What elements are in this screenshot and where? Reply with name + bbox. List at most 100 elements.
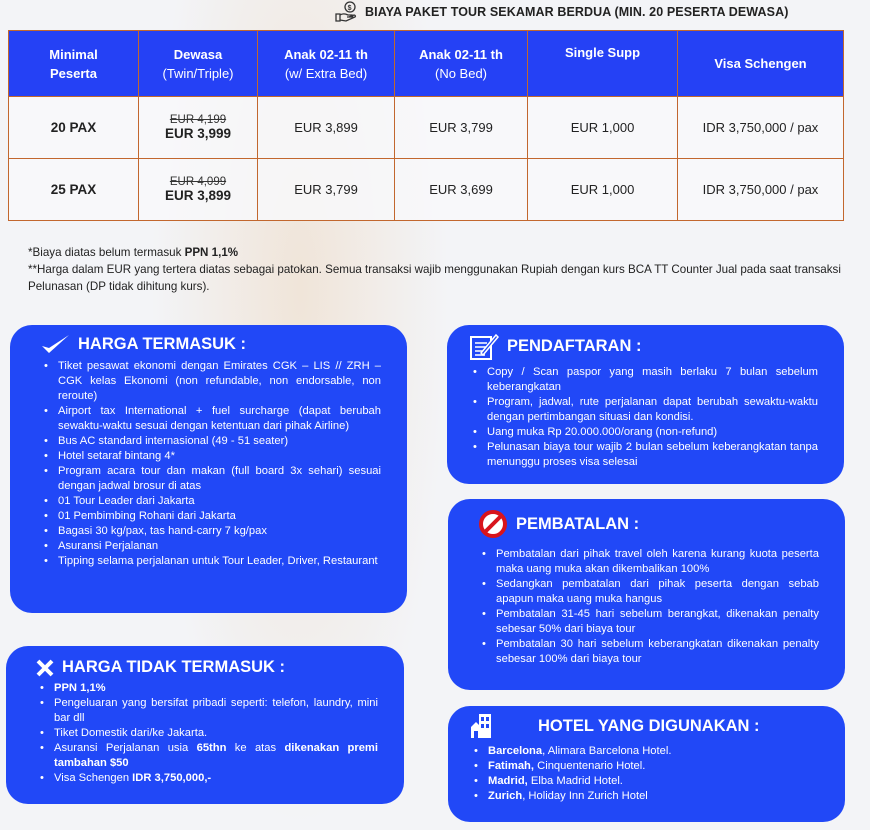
header-minimal-peserta: Minimal Peserta [8,30,139,97]
note-currency: **Harga dalam EUR yang tertera diatas se… [28,263,841,293]
cell-single: EUR 1,000 [527,96,678,159]
list-item: Asuransi Perjalanan usia 65thn ke atas d… [36,741,378,771]
hotel-list: Barcelona, Alimara Barcelona Hotel.Fatim… [470,744,819,804]
list-item-text: , Holiday Inn Zurich Hotel [522,790,648,802]
header-dewasa: Dewasa (Twin/Triple) [138,30,258,97]
list-item: Zurich, Holiday Inn Zurich Hotel [470,789,819,804]
list-item: Fatimah, Cinquentenario Hotel. [470,759,819,774]
list-item: Tipping selama perjalanan untuk Tour Lea… [40,554,381,569]
table-row: 25 PAX EUR 4,099 EUR 3,899 EUR 3,799 EUR … [8,158,844,221]
list-item-text: PPN 1,1% [54,682,106,694]
list-item-text: Pembatalan dari pihak travel oleh karena… [496,548,819,575]
list-item-text: 65thn [196,742,227,754]
list-item: Madrid, Elba Madrid Hotel. [470,774,819,789]
cell-dewasa: EUR 4,099 EUR 3,899 [138,158,258,221]
tidak-termasuk-list: PPN 1,1% Pengeluaran yang bersifat pribad… [36,681,378,786]
price-table: Minimal Peserta Dewasa (Twin/Triple) Anak … [8,30,844,221]
list-item-text: Bagasi 30 kg/pax, tas hand-carry 7 kg/pa… [58,525,267,537]
price-table-header: Minimal Peserta Dewasa (Twin/Triple) Anak … [8,30,844,97]
list-item-text: Sedangkan pembatalan dari pihak peserta … [496,578,819,605]
list-item: Program acara tour dan makan (full board… [40,464,381,494]
section-title: HARGA TIDAK TERMASUK : [62,658,286,676]
harga-termasuk-box: HARGA TERMASUK : Tiket pesawat ekonomi d… [10,325,407,613]
list-item-text: Pelunasan biaya tour wajib 2 bulan sebel… [487,441,818,468]
price-notes: *Biaya diatas belum termasuk PPN 1,1% **… [28,244,868,295]
checkmark-icon [40,333,70,355]
cell-visa: IDR 3,750,000 / pax [677,158,844,221]
hotel-box: HOTEL YANG DIGUNAKAN : Barcelona, Alimar… [448,706,845,822]
list-item-text: Pengeluaran yang bersifat pribadi sepert… [54,697,378,724]
list-item: Bus AC standard internasional (49 - 51 s… [40,434,381,449]
price-title-text: BIAYA PAKET TOUR SEKAMAR BERDUA (MIN. 20… [365,5,789,19]
hand-money-icon: $ [335,1,359,23]
list-item-text: IDR 3,750,000,- [132,772,212,784]
list-item: Airport tax International + fuel surchar… [40,404,381,434]
list-item-text: Program acara tour dan makan (full board… [58,465,381,492]
cell-anak-nobed: EUR 3,799 [394,96,528,159]
header-anak-no-bed: Anak 02-11 th (No Bed) [394,30,528,97]
list-item: Bagasi 30 kg/pax, tas hand-carry 7 kg/pa… [40,524,381,539]
list-item-text: Zurich [488,790,523,802]
note-ppn: *Biaya diatas belum termasuk PPN 1,1% [28,246,239,259]
form-edit-icon [469,331,499,361]
list-item: Pembatalan dari pihak travel oleh karena… [478,547,819,577]
header-visa-schengen: Visa Schengen [677,30,844,97]
harga-tidak-termasuk-box: HARGA TIDAK TERMASUK : PPN 1,1% Pengeluar… [6,646,404,804]
list-item: Pelunasan biaya tour wajib 2 bulan sebel… [469,440,818,470]
list-item-text: 01 Pembimbing Rohani dari Jakarta [58,510,236,522]
list-item-text: Asuransi Perjalanan [58,540,159,552]
pendaftaran-list: Copy / Scan paspor yang masih berlaku 7 … [469,365,818,470]
pembatalan-list: Pembatalan dari pihak travel oleh karena… [478,547,819,667]
list-item-text: , Alimara Barcelona Hotel. [542,745,672,757]
list-item: Asuransi Perjalanan [40,539,381,554]
list-item: Program, jadwal, rute perjalanan dapat b… [469,395,818,425]
list-item-text: dikenakan premi tambahan $50 [54,742,378,769]
section-title: PENDAFTARAN : [507,336,642,355]
pembatalan-box: PEMBATALAN : Pembatalan dari pihak trave… [448,499,845,690]
list-item-text: Hotel setaraf bintang 4* [58,450,175,462]
list-item-text: Program, jadwal, rute perjalanan dapat b… [487,396,818,423]
list-item-text: Barcelona [488,745,543,757]
list-item-text: Tiket pesawat ekonomi dengan Emirates CG… [58,360,381,402]
list-item-text: Airport tax International + fuel surchar… [58,405,381,432]
list-item: Tiket Domestik dari/ke Jakarta. [36,726,378,741]
list-item: Pembatalan 30 hari sebelum keberangkatan… [478,637,819,667]
section-title: HARGA TERMASUK : [78,334,247,353]
table-row: 20 PAX EUR 4,199 EUR 3,999 EUR 3,899 EUR … [8,96,844,159]
list-item: Barcelona, Alimara Barcelona Hotel. [470,744,819,759]
list-item-text: Elba Madrid Hotel. [527,775,623,787]
list-item: Sedangkan pembatalan dari pihak peserta … [478,577,819,607]
list-item-text: Madrid, [488,775,528,787]
list-item-text: Asuransi Perjalanan usia [54,742,197,754]
list-item: 01 Pembimbing Rohani dari Jakarta [40,509,381,524]
price-title: $ BIAYA PAKET TOUR SEKAMAR BERDUA (MIN. … [335,1,789,23]
list-item-text: Uang muka Rp 20.000.000/orang (non-refun… [487,426,718,438]
list-item-text: Pembatalan 31-45 hari sebelum berangkat,… [496,608,819,635]
section-title: HOTEL YANG DIGUNAKAN : [538,716,760,735]
x-mark-icon [36,659,54,677]
list-item: Visa Schengen IDR 3,750,000,- [36,771,378,786]
cell-anak-bed: EUR 3,799 [257,158,395,221]
building-icon [470,712,492,740]
cell-dewasa: EUR 4,199 EUR 3,999 [138,96,258,159]
list-item-text: Copy / Scan paspor yang masih berlaku 7 … [487,366,818,393]
list-item: PPN 1,1% [36,681,378,696]
list-item: Tiket pesawat ekonomi dengan Emirates CG… [40,359,381,404]
header-anak-extra-bed: Anak 02-11 th (w/ Extra Bed) [257,30,395,97]
cell-pax: 20 PAX [8,96,139,159]
list-item-text: Tipping selama perjalanan untuk Tour Lea… [58,555,378,567]
list-item: Copy / Scan paspor yang masih berlaku 7 … [469,365,818,395]
list-item-text: Tiket Domestik dari/ke Jakarta. [54,727,208,739]
prohibited-icon [478,509,508,539]
list-item-text: 01 Tour Leader dari Jakarta [58,495,195,507]
list-item-text: Pembatalan 30 hari sebelum keberangkatan… [496,638,819,665]
list-item: Pengeluaran yang bersifat pribadi sepert… [36,696,378,726]
cell-visa: IDR 3,750,000 / pax [677,96,844,159]
svg-text:$: $ [348,5,352,12]
list-item: 01 Tour Leader dari Jakarta [40,494,381,509]
list-item-text: Cinquentenario Hotel. [534,760,646,772]
list-item: Pembatalan 31-45 hari sebelum berangkat,… [478,607,819,637]
cell-pax: 25 PAX [8,158,139,221]
cell-anak-nobed: EUR 3,699 [394,158,528,221]
termasuk-list: Tiket pesawat ekonomi dengan Emirates CG… [40,359,381,569]
